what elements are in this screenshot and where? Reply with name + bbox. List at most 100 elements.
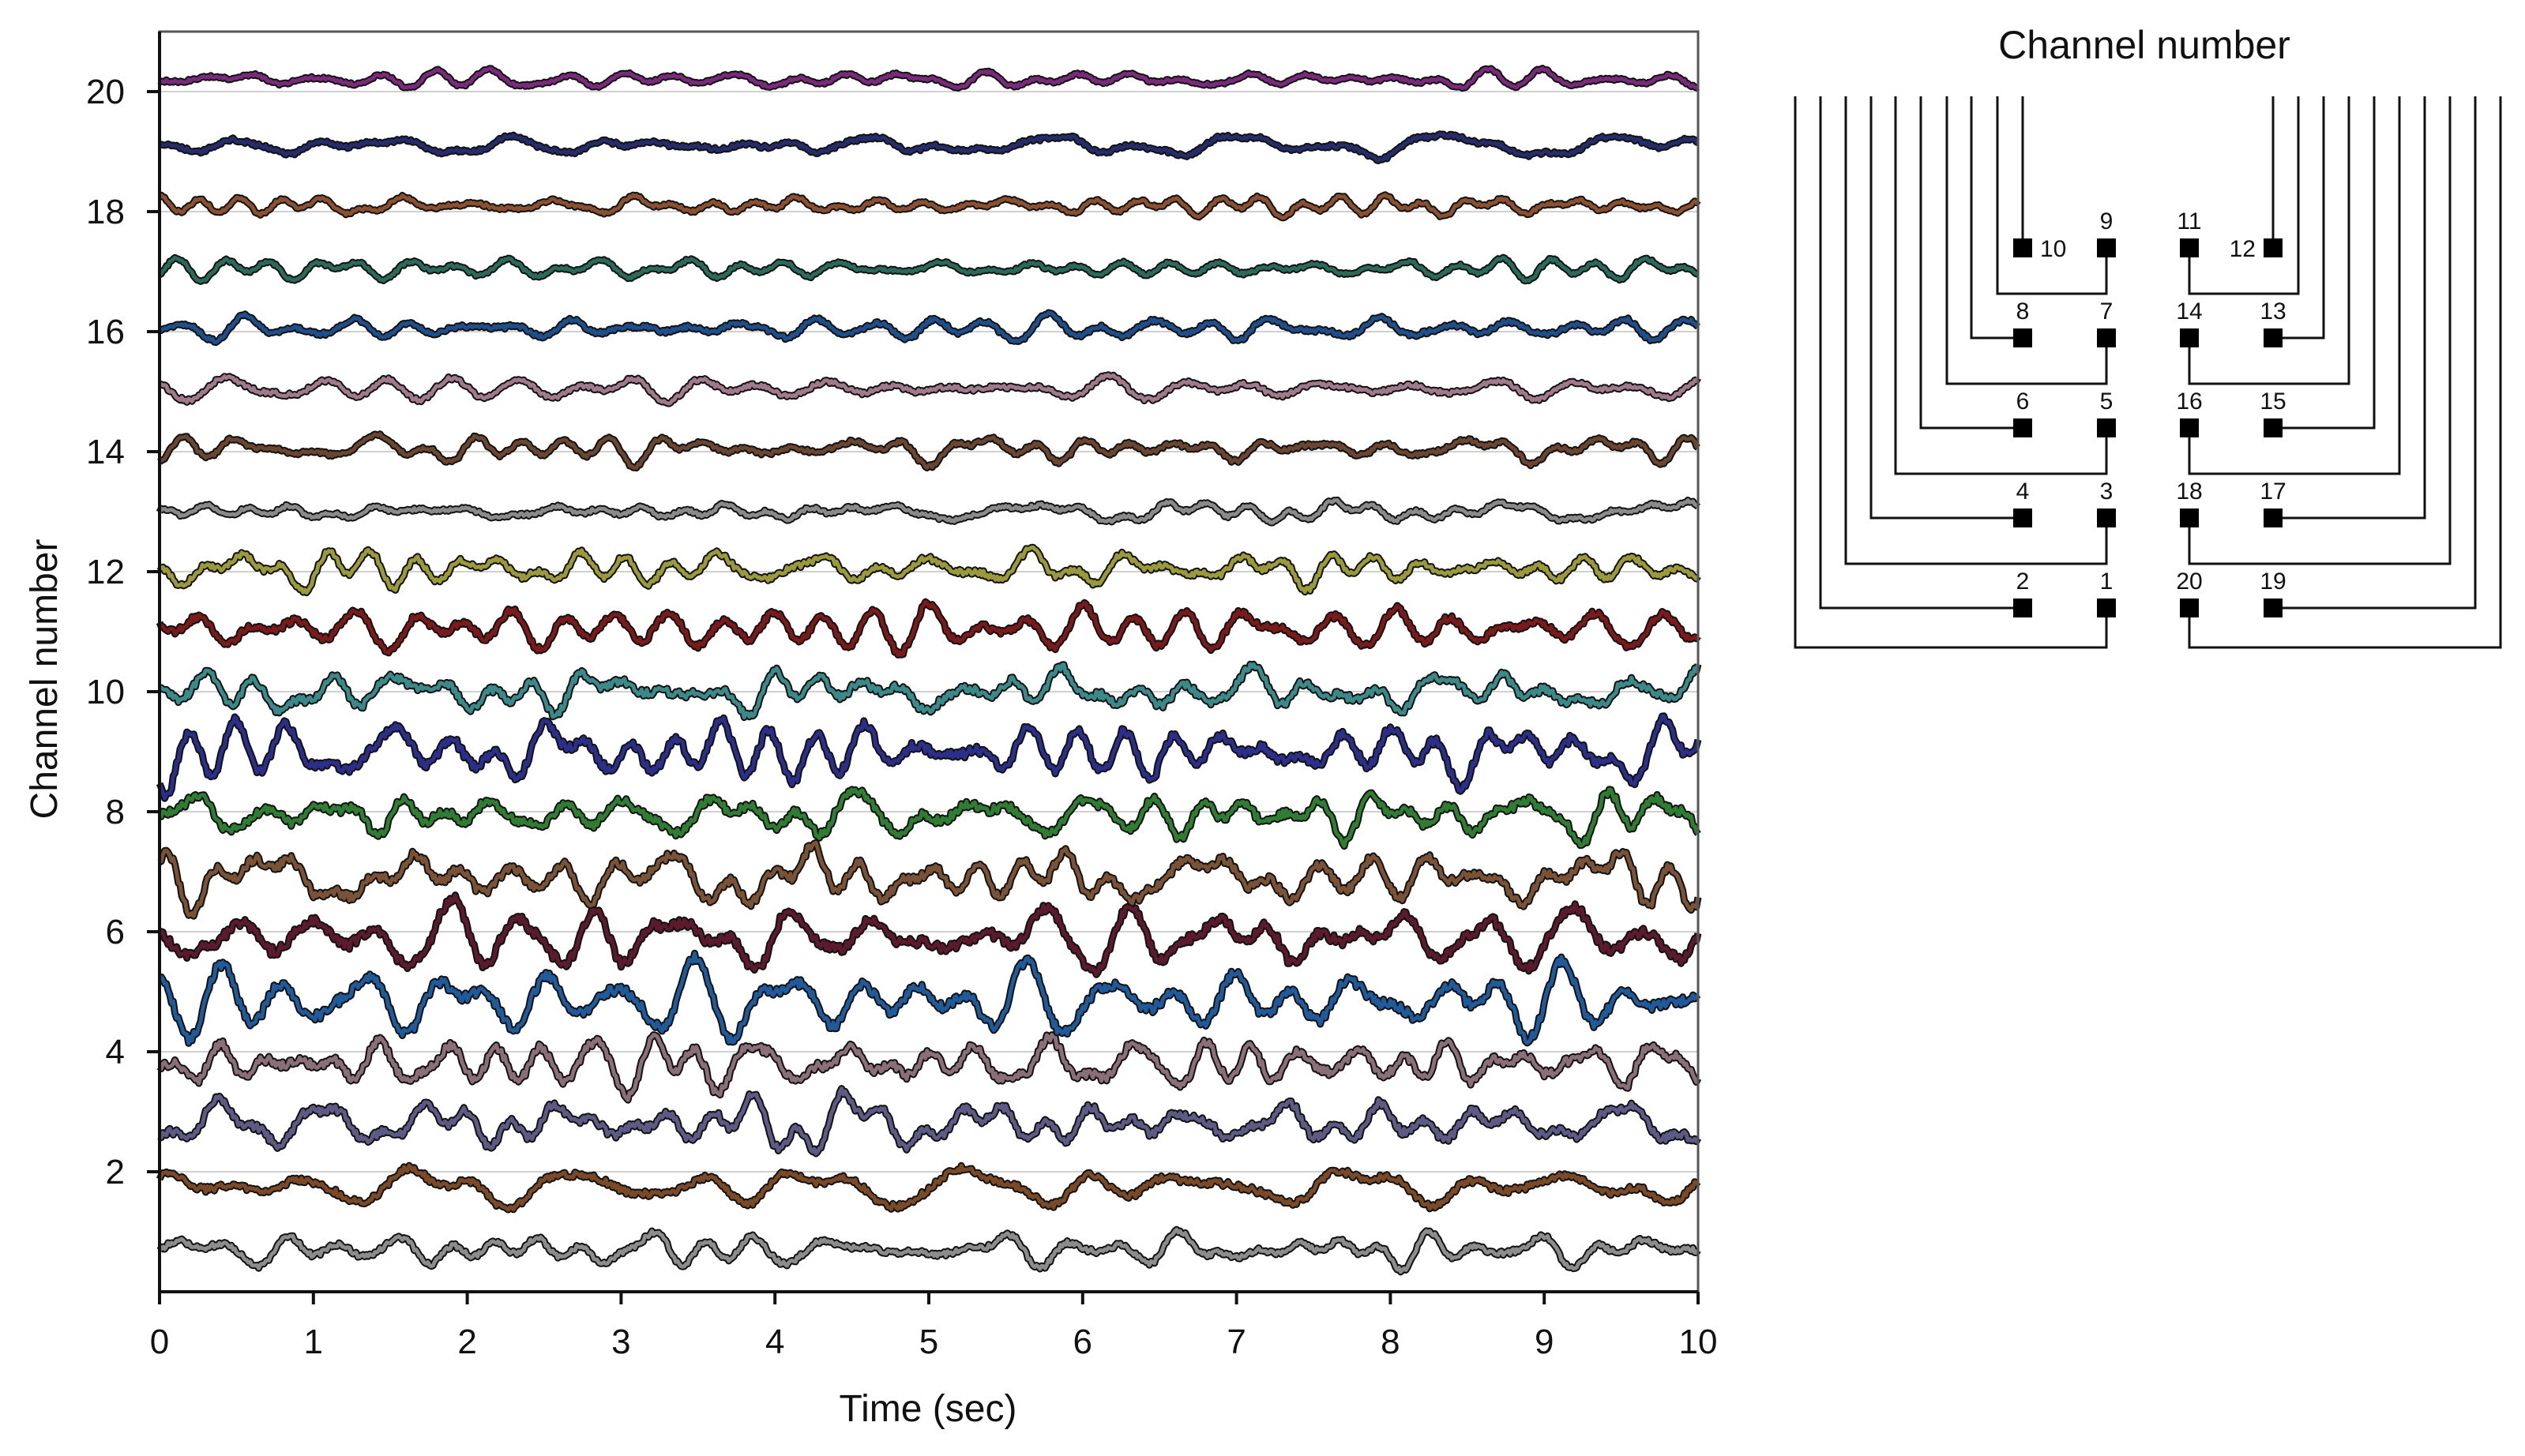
channel-trace-8 bbox=[159, 787, 1700, 849]
y-tick-label: 20 bbox=[86, 73, 125, 111]
y-axis-ticks: 2 4 6 8 10 12 14 16 18 20 bbox=[86, 73, 160, 1191]
x-tick-label: 10 bbox=[1679, 1323, 1718, 1361]
wire-right-inner bbox=[2188, 96, 2452, 565]
x-tick-label: 0 bbox=[150, 1323, 169, 1361]
electrode-pad-label: 12 bbox=[2230, 236, 2256, 262]
y-tick-label: 4 bbox=[106, 1033, 125, 1071]
y-tick-label: 2 bbox=[106, 1153, 125, 1191]
y-tick-label: 14 bbox=[86, 433, 125, 471]
electrode-pad bbox=[2180, 508, 2199, 527]
channel-trace-5 bbox=[159, 951, 1700, 1045]
electrode-pad-label: 7 bbox=[2100, 298, 2114, 325]
electrode-pad bbox=[2264, 599, 2283, 617]
electrode-pad bbox=[2180, 328, 2199, 347]
electrode-pad-label: 8 bbox=[2016, 298, 2030, 325]
channel-trace-6 bbox=[158, 893, 1700, 977]
electrode-pad bbox=[2013, 328, 2032, 347]
channel-trace-19 bbox=[159, 132, 1699, 163]
channel-trace-7 bbox=[158, 840, 1700, 918]
electrode-pad bbox=[2264, 328, 2283, 347]
channel-traces bbox=[156, 65, 1702, 1276]
x-tick-label: 6 bbox=[1073, 1323, 1092, 1361]
electrode-pad-label: 1 bbox=[2100, 569, 2114, 595]
wire-left-outer bbox=[1819, 96, 2023, 610]
axes bbox=[158, 30, 1700, 1293]
wire-right-inner bbox=[2188, 96, 2350, 385]
y-axis-label: Channel number bbox=[24, 539, 66, 820]
wire-left-inner bbox=[1945, 96, 2108, 385]
electrode-pad-label: 15 bbox=[2260, 388, 2286, 415]
wire-right-outer bbox=[2273, 96, 2477, 610]
electrode-pad bbox=[2013, 238, 2032, 257]
channel-trace-2 bbox=[157, 1163, 1700, 1212]
electrode-pad-label: 11 bbox=[2177, 208, 2201, 235]
x-tick-label: 2 bbox=[457, 1323, 476, 1361]
wire-left-inner bbox=[1794, 96, 2108, 649]
wire-left-inner bbox=[1844, 96, 2108, 565]
wire-right-inner bbox=[2188, 96, 2300, 295]
electrode-pad bbox=[2264, 238, 2283, 257]
x-tick-label: 5 bbox=[919, 1323, 938, 1361]
y-tick-label: 10 bbox=[86, 673, 125, 711]
x-tick-label: 1 bbox=[304, 1323, 323, 1361]
channel-trace-17 bbox=[158, 255, 1699, 283]
channel-trace-14 bbox=[158, 432, 1700, 471]
electrode-pad-label: 17 bbox=[2260, 478, 2286, 505]
electrode-pad-label: 2 bbox=[2016, 569, 2030, 595]
x-axis-label: Time (sec) bbox=[840, 1388, 1017, 1430]
y-tick-label: 6 bbox=[106, 913, 125, 951]
y-tick-label: 16 bbox=[86, 313, 125, 351]
electrode-pad bbox=[2013, 418, 2032, 437]
y-tick-label: 8 bbox=[106, 793, 125, 831]
electrode-pad-label: 14 bbox=[2176, 298, 2202, 325]
channel-trace-20 bbox=[158, 66, 1700, 91]
electrode-pad bbox=[2180, 599, 2199, 617]
x-tick-label: 8 bbox=[1381, 1323, 1400, 1361]
x-axis-ticks: 0 1 2 3 4 5 6 7 8 9 10 bbox=[150, 1292, 1718, 1361]
y-tick-label: 18 bbox=[86, 193, 125, 231]
x-tick-label: 7 bbox=[1227, 1323, 1246, 1361]
channel-trace-3 bbox=[158, 1086, 1700, 1156]
electrode-pad bbox=[2097, 508, 2116, 527]
diagram-title: Channel number bbox=[1998, 23, 2290, 67]
channel-trace-18 bbox=[159, 193, 1700, 220]
electrode-pad-label: 5 bbox=[2100, 388, 2114, 415]
electrode-pad bbox=[2180, 238, 2199, 257]
channel-trace-outline-4 bbox=[156, 1031, 1702, 1104]
channel-trace-16 bbox=[158, 310, 1700, 345]
wire-right-inner bbox=[2188, 96, 2401, 475]
electrode-pad-label: 4 bbox=[2016, 478, 2030, 505]
electrode-pad bbox=[2180, 418, 2199, 437]
channel-trace-12 bbox=[158, 545, 1700, 595]
electrode-pad bbox=[2097, 418, 2116, 437]
electrode-pad bbox=[2013, 508, 2032, 527]
electrode-wires bbox=[1794, 96, 2502, 649]
wire-left-inner bbox=[1894, 96, 2108, 475]
channel-trace-15 bbox=[159, 373, 1700, 406]
wire-left-outer bbox=[1919, 96, 2023, 430]
channel-trace-1 bbox=[158, 1227, 1700, 1274]
x-tick-label: 9 bbox=[1535, 1323, 1554, 1361]
channel-trace-outline-3 bbox=[157, 1085, 1702, 1158]
electrode-pad-label: 9 bbox=[2100, 208, 2114, 235]
electrode-pad-label: 16 bbox=[2176, 388, 2202, 415]
x-tick-label: 3 bbox=[611, 1323, 630, 1361]
electrode-pad bbox=[2097, 328, 2116, 347]
channel-trace-9 bbox=[157, 714, 1700, 801]
electrode-pad-label: 18 bbox=[2176, 478, 2202, 505]
plot-frame bbox=[158, 30, 1700, 1293]
channel-trace-13 bbox=[157, 497, 1700, 525]
channel-trace-4 bbox=[158, 1033, 1700, 1102]
electrode-pad bbox=[2097, 599, 2116, 617]
channel-trace-outline-11 bbox=[156, 598, 1701, 659]
electrode-pad bbox=[2264, 508, 2283, 527]
wire-right-outer bbox=[2273, 96, 2426, 520]
wire-left-outer bbox=[1869, 96, 2023, 520]
electrode-pad-label: 13 bbox=[2260, 298, 2286, 325]
electrode-pad bbox=[2013, 599, 2032, 617]
electrode-pad bbox=[2264, 418, 2283, 437]
